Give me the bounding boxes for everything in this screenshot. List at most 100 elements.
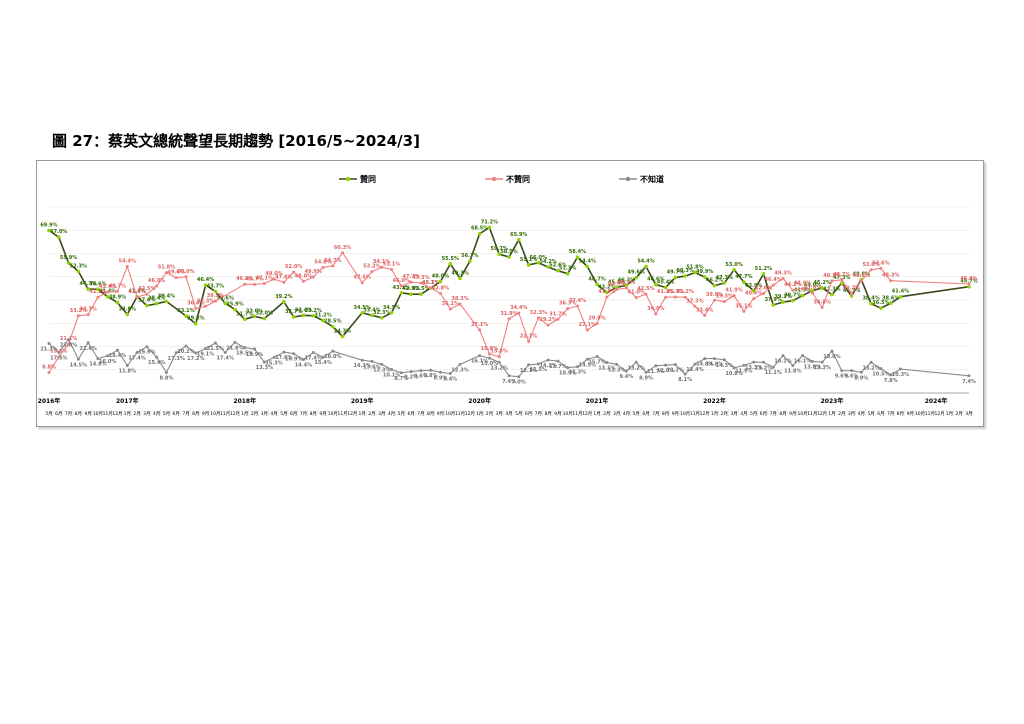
data-label: 18.0% xyxy=(324,354,341,360)
data-label: 31.2% xyxy=(314,312,331,318)
data-point xyxy=(850,292,854,296)
data-label: 9.6% xyxy=(845,374,859,380)
data-label: 68.5% xyxy=(471,226,488,232)
data-point xyxy=(732,267,736,272)
data-point xyxy=(810,288,815,293)
x-tick-label: 3月 xyxy=(261,411,268,417)
data-label: 46.2% xyxy=(706,278,723,284)
data-label: 47.3% xyxy=(833,275,850,281)
data-point xyxy=(595,354,599,358)
data-point xyxy=(409,280,413,284)
data-label: 8.9% xyxy=(639,375,653,381)
x-tick-label: 4月 xyxy=(858,411,865,417)
data-label: 31.7% xyxy=(549,311,566,317)
x-tick-label: 10月 xyxy=(680,411,690,417)
data-point xyxy=(722,358,726,362)
data-label: 10.5% xyxy=(872,372,889,378)
data-point xyxy=(849,294,854,298)
data-label: 16.9% xyxy=(285,357,302,363)
data-label: 13.6% xyxy=(804,364,821,370)
data-point xyxy=(742,309,746,313)
x-tick-label: 9月 xyxy=(84,411,91,417)
data-point xyxy=(615,288,619,292)
data-point xyxy=(507,317,511,321)
data-label: 44.0% xyxy=(804,283,821,289)
data-point xyxy=(370,313,374,318)
data-label: 54.7% xyxy=(324,258,341,264)
data-point xyxy=(722,281,727,285)
data-point xyxy=(859,370,863,374)
data-label: 11.8% xyxy=(784,369,801,375)
data-point xyxy=(390,268,394,272)
data-point xyxy=(732,366,736,370)
data-point xyxy=(654,282,658,287)
data-point xyxy=(262,316,267,321)
data-point xyxy=(634,275,639,280)
x-tick-label: 5月 xyxy=(633,411,640,417)
x-tick-label: 7月 xyxy=(652,411,659,417)
data-label: 55.5% xyxy=(442,256,459,262)
data-label: 46.6% xyxy=(647,277,664,283)
data-label: 52.0% xyxy=(285,264,302,270)
data-label: 71.2% xyxy=(481,219,498,225)
data-label: 50.0% xyxy=(177,269,194,275)
data-point xyxy=(458,362,462,366)
data-label: 52.3% xyxy=(70,263,87,269)
data-label: 33.2% xyxy=(70,308,87,314)
data-point xyxy=(830,279,834,283)
data-label: 38.6% xyxy=(216,295,233,301)
data-point xyxy=(105,294,110,299)
x-tick-label: 12月 xyxy=(465,411,475,417)
x-tick-label: 3月 xyxy=(496,411,503,417)
x-tick-label: 9月 xyxy=(437,411,444,417)
data-point xyxy=(595,282,599,287)
data-point xyxy=(713,298,717,302)
x-tick-label: 8月 xyxy=(662,411,669,417)
x-tick-label: 10月 xyxy=(797,411,807,417)
data-point xyxy=(546,323,550,327)
data-point xyxy=(487,225,492,230)
data-point xyxy=(595,321,599,325)
data-point xyxy=(164,271,168,275)
data-label: 11.8% xyxy=(119,369,136,375)
data-point xyxy=(791,298,795,303)
data-label: 16.1% xyxy=(794,359,811,365)
data-point xyxy=(341,251,345,255)
data-label: 9.6% xyxy=(414,374,428,380)
x-tick-label: 6月 xyxy=(760,411,767,417)
x-tick-label: 2月 xyxy=(838,411,845,417)
data-point xyxy=(252,314,257,319)
data-point xyxy=(566,307,570,311)
data-label: 49.9% xyxy=(305,269,322,275)
data-point xyxy=(106,290,110,294)
data-point xyxy=(507,255,511,259)
data-point xyxy=(781,276,785,280)
data-point xyxy=(76,314,80,318)
data-label: 15.0% xyxy=(481,361,498,367)
data-label: 27.1% xyxy=(579,322,596,328)
x-tick-label: 9月 xyxy=(202,411,209,417)
chart-legend: 贊同 不贊同 不知道 xyxy=(339,174,664,184)
data-point xyxy=(184,344,188,348)
data-label: 36.5% xyxy=(872,300,889,306)
data-label: 24.3% xyxy=(334,329,351,335)
data-point xyxy=(898,294,903,299)
data-label: 35.1% xyxy=(735,303,752,309)
series-line xyxy=(48,338,970,378)
data-label: 9.8% xyxy=(424,373,438,379)
data-point xyxy=(859,279,863,283)
x-tick-label: 5月 xyxy=(515,411,522,417)
data-point xyxy=(556,359,560,363)
data-label: 10.9% xyxy=(559,371,576,377)
data-point xyxy=(379,316,384,320)
x-tick-label: 5月 xyxy=(45,411,52,417)
legend-swatch-marker xyxy=(345,176,351,182)
data-label: 45.4% xyxy=(657,279,674,285)
data-point xyxy=(204,347,208,351)
data-label: 45.2% xyxy=(422,280,439,286)
data-label: 21.6% xyxy=(79,346,96,352)
x-tick-label: 1月 xyxy=(711,411,718,417)
data-point xyxy=(546,358,550,362)
data-label: 52.6% xyxy=(549,263,566,269)
